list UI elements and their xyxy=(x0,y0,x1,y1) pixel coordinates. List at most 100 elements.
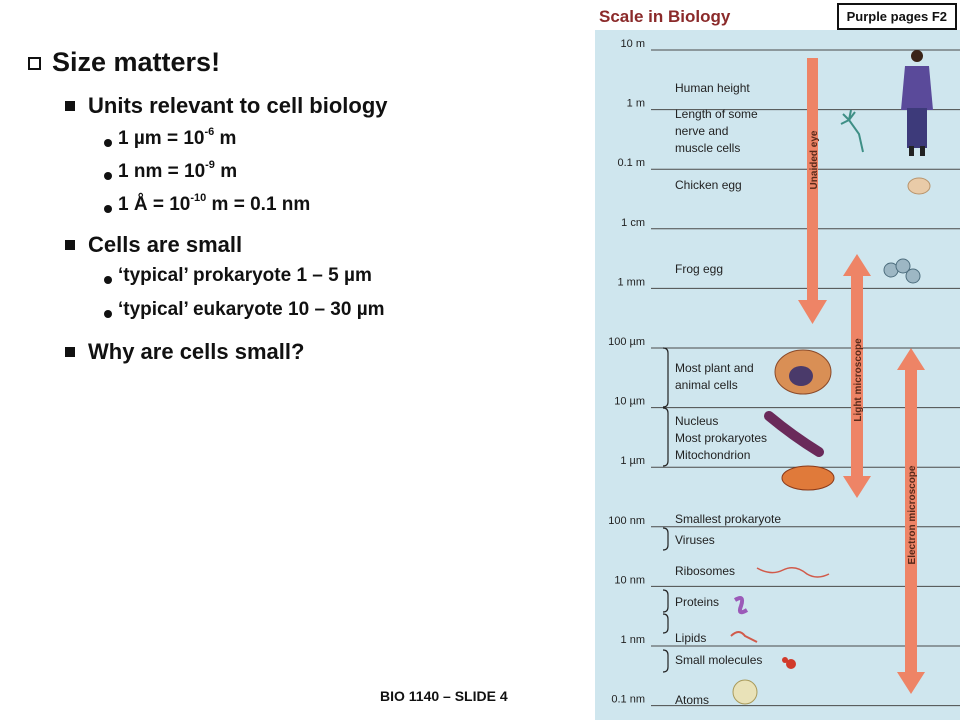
human-torso xyxy=(901,66,933,110)
unit-exponent: -6 xyxy=(204,126,215,138)
nerve-dendrites xyxy=(840,109,856,125)
figure-title: Scale in Biology xyxy=(599,7,731,26)
reference-box: Purple pages F2 xyxy=(836,3,957,30)
unit-bullet xyxy=(104,205,112,213)
scale-tick-label: 10 µm xyxy=(614,396,645,408)
label-viruses: Viruses xyxy=(675,533,715,547)
cell-bullet xyxy=(104,310,112,318)
label-nerve-2: nerve and xyxy=(675,124,728,138)
label-human-height: Human height xyxy=(675,81,750,95)
small-molecule-illustration xyxy=(782,657,796,669)
unaided-eye-label: Unaided eye xyxy=(809,130,820,189)
label-prokaryotes: Most prokaryotes xyxy=(675,431,767,445)
label-nerve-1: Length of some xyxy=(675,107,758,121)
human-head xyxy=(911,50,923,62)
unit-text: m xyxy=(214,128,237,149)
question-bullet xyxy=(65,347,75,357)
unaided-eye-shaft xyxy=(807,58,818,308)
unit-text: 1 Å = 10 xyxy=(118,194,191,215)
nerve-axon xyxy=(848,119,864,153)
label-nerve-3: muscle cells xyxy=(675,141,740,155)
electron-microscope-shaft xyxy=(905,366,917,676)
light-microscope-arrow xyxy=(843,254,871,498)
item-labels: Human height Length of some nerve and mu… xyxy=(675,81,781,707)
label-frog-egg: Frog egg xyxy=(675,262,723,276)
question-text: Why are cells small? xyxy=(88,339,305,364)
slide-footer: BIO 1140 – SLIDE 4 xyxy=(380,688,508,704)
unit-text: 1 µm = 10 xyxy=(118,128,205,149)
nerve-cell-illustration xyxy=(840,109,864,153)
electron-microscope-top-head xyxy=(897,348,925,370)
label-mitochondrion: Mitochondrion xyxy=(675,448,750,462)
eukaryote-size: ‘typical’ eukaryote 10 – 30 µm xyxy=(118,299,385,320)
human-foot xyxy=(909,146,914,156)
unit-line-micrometer: 1 µm = 10-6 m xyxy=(118,126,237,150)
label-plant-cells-2: animal cells xyxy=(675,378,738,392)
lipid-illustration xyxy=(730,631,758,643)
protein-illustration xyxy=(733,596,749,615)
bracket-proteins xyxy=(662,589,669,613)
label-nucleus: Nucleus xyxy=(675,414,718,428)
label-proteins: Proteins xyxy=(675,595,719,609)
scale-tick-label: 1 µm xyxy=(620,455,645,467)
cells-bullet xyxy=(65,240,75,250)
unit-line-nanometer: 1 nm = 10-9 m xyxy=(118,159,238,183)
human-illustration xyxy=(901,50,933,156)
bracket-small-molecules xyxy=(662,649,669,673)
scale-tick-label: 10 nm xyxy=(614,574,645,586)
mitochondrion-illustration xyxy=(781,465,835,491)
scale-tick-label: 1 nm xyxy=(621,634,645,646)
scale-tick-label: 0.1 m xyxy=(617,157,645,169)
units-heading: Units relevant to cell biology xyxy=(88,93,388,118)
scale-tick-label: 1 m xyxy=(627,98,645,110)
prokaryote-illustration xyxy=(764,411,824,457)
label-smallest-prokaryote: Smallest prokaryote xyxy=(675,512,781,526)
bracket-organelles xyxy=(662,407,669,467)
unit-text: m xyxy=(214,161,238,182)
bracket-cells xyxy=(662,347,669,408)
slide-heading: Size matters! xyxy=(52,47,221,77)
scale-figure: Scale in Biology 10 m 1 m 0.1 m 1 cm 1 mm 100… xyxy=(593,0,960,720)
frog-egg xyxy=(905,268,921,284)
scale-tick-label: 100 µm xyxy=(608,336,645,348)
label-lipids: Lipids xyxy=(675,631,706,645)
molecule-atom xyxy=(786,659,796,669)
electron-microscope-bottom-head xyxy=(897,672,925,694)
atom-illustration xyxy=(732,679,758,705)
scale-tick-label: 0.1 nm xyxy=(611,694,645,706)
light-microscope-bottom-head xyxy=(843,476,871,498)
human-legs xyxy=(907,108,927,148)
unaided-eye-arrow xyxy=(798,58,827,324)
light-microscope-label: Light microscope xyxy=(853,338,864,422)
scale-tick-label: 1 cm xyxy=(621,217,645,229)
cells-heading: Cells are small xyxy=(88,232,243,257)
units-bullet xyxy=(65,101,75,111)
scale-brackets xyxy=(662,347,669,673)
label-small-molecules: Small molecules xyxy=(675,653,762,667)
unit-text: m = 0.1 nm xyxy=(206,194,311,215)
unaided-eye-head xyxy=(798,300,827,324)
human-foot xyxy=(920,146,925,156)
heading-bullet xyxy=(28,57,41,70)
label-chicken-egg: Chicken egg xyxy=(675,178,742,192)
ribosome-illustration xyxy=(756,567,830,578)
bracket-lipids xyxy=(662,613,669,634)
electron-microscope-label: Electron microscope xyxy=(907,465,918,564)
light-microscope-top-head xyxy=(843,254,871,276)
label-ribosomes: Ribosomes xyxy=(675,564,735,578)
scale-labels: 10 m 1 m 0.1 m 1 cm 1 mm 100 µm 10 µm 1 µm 100 n… xyxy=(608,38,645,706)
unit-bullet xyxy=(104,139,112,147)
cell-nucleus-illustration xyxy=(789,366,813,386)
cell-bullet xyxy=(104,276,112,284)
chicken-egg-illustration xyxy=(907,177,931,195)
unit-bullet xyxy=(104,172,112,180)
light-microscope-shaft xyxy=(851,272,863,480)
slide-text-panel: Size matters! Units relevant to cell bio… xyxy=(28,47,508,704)
prokaryote-size: ‘typical’ prokaryote 1 – 5 µm xyxy=(118,265,372,286)
unit-exponent: -10 xyxy=(190,192,207,204)
label-atoms: Atoms xyxy=(675,693,709,707)
electron-microscope-arrow xyxy=(897,348,925,694)
molecule-atom xyxy=(782,657,788,663)
frog-egg xyxy=(895,258,911,274)
bracket-viruses xyxy=(662,527,669,551)
